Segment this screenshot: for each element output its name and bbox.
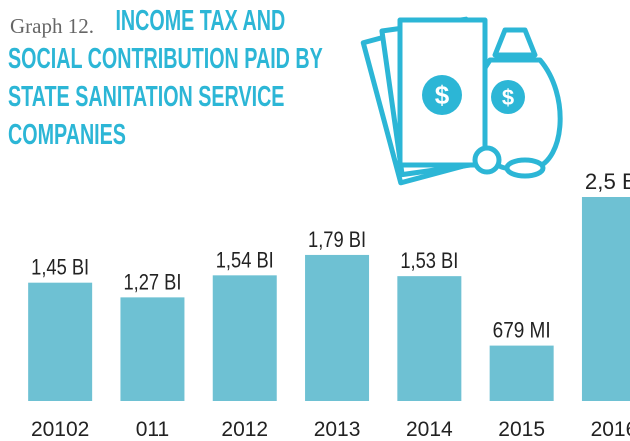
- x-tick-label: 20102: [31, 418, 89, 441]
- money-icon: $ $: [360, 16, 563, 186]
- bar: [305, 254, 370, 401]
- graph-label: Graph 12.: [10, 14, 94, 38]
- value-label: 679 MI: [493, 318, 551, 343]
- bar: [212, 275, 277, 401]
- chart-title: INCOME TAX AND SOCIAL CONTRIBUTION PAID …: [8, 5, 323, 151]
- bar: [28, 282, 93, 401]
- value-label: 1,54 BI: [216, 247, 274, 272]
- value-label: 1,45 BI: [31, 255, 89, 280]
- bar: [581, 197, 630, 401]
- value-label: 1,27 BI: [123, 269, 181, 294]
- value-label: 1,79 BI: [308, 227, 366, 252]
- svg-text:$: $: [435, 80, 450, 110]
- bar: [120, 297, 185, 401]
- x-tick-label: 011: [136, 418, 169, 441]
- bar: [489, 345, 554, 401]
- value-label: 2,5 BI: [585, 169, 630, 194]
- value-label: 1,53 BI: [400, 248, 458, 273]
- x-tick-label: 2016: [591, 418, 630, 441]
- x-tick-label: 2015: [498, 418, 545, 441]
- svg-text:$: $: [502, 85, 514, 110]
- x-tick-label: 2014: [406, 418, 453, 441]
- x-tick-label: 2013: [314, 418, 361, 441]
- bar: [397, 276, 462, 401]
- x-tick-label: 2012: [221, 418, 268, 441]
